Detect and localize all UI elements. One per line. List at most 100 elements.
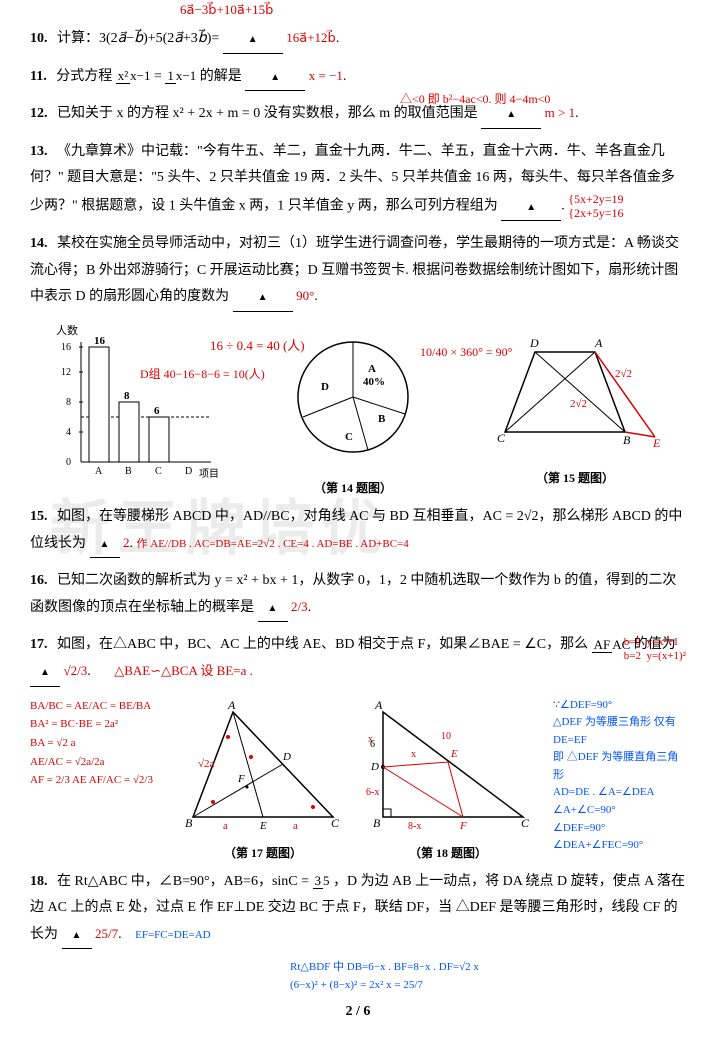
svg-text:40%: 40% <box>363 376 385 388</box>
q14-calc2: D组 40−16−8−6 = 10(人) <box>140 365 265 382</box>
svg-text:B: B <box>373 816 381 830</box>
q18-frac: 35 <box>313 874 330 888</box>
svg-text:C: C <box>155 466 162 477</box>
q18-figure: A B C D E F x 10 x 6-x 8-x 6 （第 18 题图） <box>363 697 533 861</box>
q17-ann-top: △BAE∽△BCA 设 BE=a . <box>114 663 253 678</box>
svg-text:10: 10 <box>441 731 451 742</box>
q13-answer: {5x+2y=19 {2x+5y=16 <box>568 192 623 221</box>
q18-red0: EF=FC=DE=AD <box>135 929 210 941</box>
q17-work: BA/BC = AE/AC = BE/BA BA² = BC·BE = 2a² … <box>30 697 163 790</box>
bar-chart: 人数 0 4 8 12 16 16 8 6 AB CD 项目 <box>51 322 221 496</box>
q11-eq: = <box>154 69 165 84</box>
q17-q18-figures: BA/BC = AE/AC = BE/BA BA² = BC·BE = 2a² … <box>30 697 686 861</box>
q14-caption: （第 14 题图） <box>283 479 423 496</box>
svg-text:B: B <box>125 466 132 477</box>
svg-text:A: A <box>227 698 236 712</box>
q14-figures: 人数 0 4 8 12 16 16 8 6 AB CD 项目 <box>30 322 686 496</box>
q15: 15. 如图，在等腰梯形 ABCD 中，AD//BC，对角线 AC 与 BD 互… <box>30 504 686 558</box>
q11-blank <box>245 64 305 92</box>
svg-text:8-x: 8-x <box>408 821 421 832</box>
svg-text:项目: 项目 <box>199 468 219 480</box>
q10-num: 10. <box>30 31 48 46</box>
svg-text:x: x <box>411 749 416 760</box>
q18-red-work: Rt△BDF 中 DB=6−x . BF=8−x . DF=√2 x (6−x)… <box>290 959 686 994</box>
svg-text:A: A <box>594 336 603 350</box>
q15-work: 作 AE//DB . AC=DB=AE=2√2 . CE=4 . AD=BE .… <box>137 538 409 550</box>
q10-answer: 16a⃗+12b⃗ <box>286 30 336 45</box>
svg-text:B: B <box>378 413 386 425</box>
svg-text:4: 4 <box>66 427 71 438</box>
q17-num: 17. <box>30 637 48 652</box>
svg-text:人数: 人数 <box>56 324 78 337</box>
svg-text:√2a: √2a <box>198 758 215 770</box>
q16-blank <box>258 595 288 623</box>
q16-text: 已知二次函数的解析式为 y = x² + bx + 1，从数字 0，1，2 中随… <box>30 573 676 615</box>
svg-text:D: D <box>529 336 539 350</box>
q18: 18. 在 Rt△ABC 中，∠B=90°，AB=6，sinC = 35 ，D … <box>30 869 686 950</box>
q10-annotation-top: 6a⃗−3b⃗+10a⃗+15b⃗ <box>180 2 273 18</box>
q13-blank <box>501 194 561 222</box>
q15-caption: （第 15 题图） <box>485 469 665 486</box>
svg-text:C: C <box>345 431 353 443</box>
q16-side: b=0 y=x²+1 b=2 y=(x+1)² <box>624 635 686 664</box>
svg-text:8: 8 <box>66 397 71 408</box>
svg-text:D: D <box>282 751 291 763</box>
svg-text:D: D <box>321 381 329 393</box>
q18-text-pre: 在 Rt△ABC 中，∠B=90°，AB=6，sinC = <box>57 874 313 889</box>
q17-caption: （第 17 题图） <box>183 844 343 861</box>
svg-text:B: B <box>185 816 193 830</box>
q11-frac2: 1x−1 <box>165 69 196 83</box>
q11-text-end: 的解是 <box>200 69 246 84</box>
svg-text:A: A <box>374 698 383 712</box>
svg-text:16: 16 <box>94 335 106 347</box>
svg-text:6: 6 <box>154 405 160 417</box>
q14-calc3: 10/40 × 360° = 90° <box>420 345 512 360</box>
svg-text:0: 0 <box>66 457 71 468</box>
q16-answer: 2/3 <box>291 599 308 614</box>
q10: 10. 计算：3(2a⃗−b⃗)+5(2a⃗+3b⃗)= 16a⃗+12b⃗. <box>30 26 686 54</box>
svg-text:12: 12 <box>61 367 71 378</box>
q12-num: 12. <box>30 106 48 121</box>
q17-figure: A B C D E F √2a a a （第 17 题图） <box>183 697 343 861</box>
q11-text-pre: 分式方程 <box>56 69 116 84</box>
svg-text:C: C <box>497 431 506 445</box>
svg-text:2√2: 2√2 <box>570 398 587 410</box>
svg-text:E: E <box>259 820 267 832</box>
bar-chart-svg: 人数 0 4 8 12 16 16 8 6 AB CD 项目 <box>51 322 221 482</box>
q18-svg: A B C D E F x 10 x 6-x 8-x 6 <box>363 697 533 837</box>
q12-answer: m > 1 <box>545 105 575 120</box>
q18-num: 18. <box>30 874 48 889</box>
svg-text:F: F <box>237 773 245 785</box>
q17-svg: A B C D E F √2a a a <box>183 697 343 837</box>
svg-text:A: A <box>368 363 376 375</box>
svg-text:D: D <box>370 761 379 773</box>
page-number: 2 / 6 <box>30 1004 686 1020</box>
q14: 14. 某校在实施全员导师活动中，对初三（1）班学生进行调查问卷，学生最期待的一… <box>30 231 686 312</box>
q12-text: 已知关于 x 的方程 x² + 2x + m = 0 没有实数根，那么 m 的取… <box>57 106 481 121</box>
q10-text: 计算：3(2a⃗−b⃗)+5(2a⃗+3b⃗)= <box>57 31 223 46</box>
q14-blank <box>233 284 293 312</box>
q17: 17. 如图，在△ABC 中，BC、AC 上的中线 AE、BD 相交于点 F，如… <box>30 632 686 686</box>
svg-text:a: a <box>223 820 228 832</box>
q14-text: 某校在实施全员导师活动中，对初三（1）班学生进行调查问卷，学生最期待的一项方式是… <box>30 236 679 304</box>
svg-text:2√2: 2√2 <box>615 368 632 380</box>
svg-text:F: F <box>459 820 467 832</box>
svg-text:E: E <box>450 748 458 760</box>
svg-text:C: C <box>521 816 530 830</box>
q15-blank <box>90 531 120 559</box>
svg-text:A: A <box>95 466 103 477</box>
svg-text:D: D <box>185 466 192 477</box>
q17-blank <box>30 659 60 687</box>
q17-text: 如图，在△ABC 中，BC、AC 上的中线 AE、BD 相交于点 F，如果∠BA… <box>57 637 592 652</box>
q16: 16. 已知二次函数的解析式为 y = x² + bx + 1，从数字 0，1，… <box>30 568 686 622</box>
q16-num: 16. <box>30 573 48 588</box>
q18-caption: （第 18 题图） <box>363 844 533 861</box>
q13-num: 13. <box>30 144 48 159</box>
q15-answer: 2 <box>123 535 130 550</box>
q18-blank <box>62 922 92 950</box>
q11-answer: x = −1 <box>309 68 343 83</box>
q18-blue-work: ∵∠DEF=90° △DEF 为等腰三角形 仅有 DE=EF 即 △DEF 为等… <box>553 697 686 855</box>
q13: 13. 《九章算术》中记载："今有牛五、羊二，直金十九两．牛二、羊五，直金十六两… <box>30 139 686 221</box>
q17-answer: √2/3 <box>64 663 88 678</box>
q18-answer: 25/7 <box>95 926 118 941</box>
